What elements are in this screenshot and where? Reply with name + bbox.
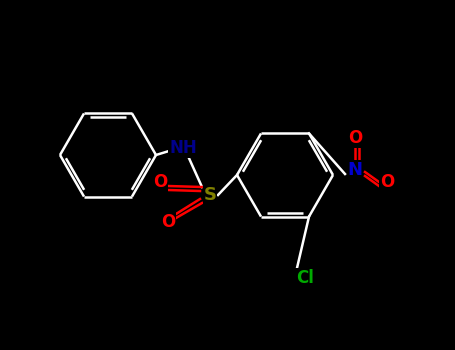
Text: O: O bbox=[161, 213, 175, 231]
Text: Cl: Cl bbox=[296, 269, 314, 287]
Text: S: S bbox=[203, 186, 217, 204]
Text: O: O bbox=[348, 129, 362, 147]
Text: NH: NH bbox=[169, 139, 197, 157]
Text: O: O bbox=[153, 173, 167, 191]
Text: O: O bbox=[380, 173, 394, 191]
Text: N: N bbox=[348, 161, 363, 179]
